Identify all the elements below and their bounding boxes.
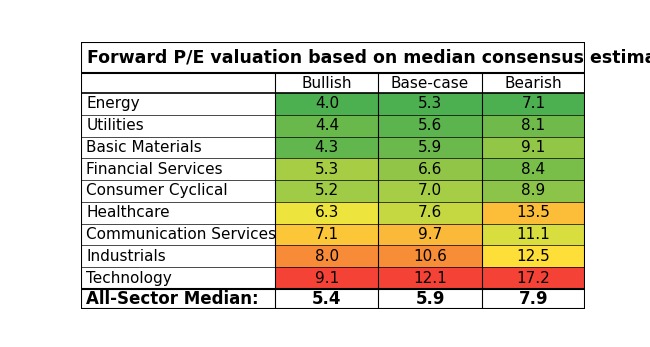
Bar <box>275 289 378 309</box>
Text: 17.2: 17.2 <box>517 271 551 286</box>
Text: 6.3: 6.3 <box>315 205 339 220</box>
Bar <box>482 202 585 224</box>
Text: Bearish: Bearish <box>504 76 562 91</box>
Text: Bullish: Bullish <box>302 76 352 91</box>
Bar <box>81 42 585 73</box>
Text: 5.9: 5.9 <box>415 290 445 308</box>
Bar <box>275 73 378 93</box>
Bar <box>378 267 482 289</box>
Text: 7.9: 7.9 <box>519 290 548 308</box>
Text: 9.1: 9.1 <box>521 140 545 155</box>
Text: 5.6: 5.6 <box>418 118 442 133</box>
Text: 8.9: 8.9 <box>521 184 545 198</box>
Bar <box>378 115 482 136</box>
Text: 4.3: 4.3 <box>315 140 339 155</box>
Bar <box>81 289 275 309</box>
Bar <box>81 267 275 289</box>
Text: 7.6: 7.6 <box>418 205 442 220</box>
Text: 7.1: 7.1 <box>315 227 339 242</box>
Bar <box>482 224 585 245</box>
Bar <box>275 245 378 267</box>
Bar <box>482 136 585 158</box>
Bar <box>275 158 378 180</box>
Bar <box>482 115 585 136</box>
Text: Communication Services: Communication Services <box>86 227 276 242</box>
Bar <box>275 180 378 202</box>
Text: 5.4: 5.4 <box>312 290 342 308</box>
Text: 4.0: 4.0 <box>315 96 339 111</box>
Bar <box>81 158 275 180</box>
Bar <box>275 136 378 158</box>
Text: Forward P/E valuation based on median consensus estimates: Forward P/E valuation based on median co… <box>87 48 650 66</box>
Text: 5.2: 5.2 <box>315 184 339 198</box>
Bar <box>275 224 378 245</box>
Text: 8.1: 8.1 <box>521 118 545 133</box>
Text: 5.9: 5.9 <box>418 140 442 155</box>
Text: Basic Materials: Basic Materials <box>86 140 202 155</box>
Text: 5.3: 5.3 <box>418 96 442 111</box>
Bar <box>378 73 482 93</box>
Text: 12.1: 12.1 <box>413 271 447 286</box>
Text: 7.1: 7.1 <box>521 96 545 111</box>
Bar <box>81 224 275 245</box>
Bar <box>378 93 482 115</box>
Bar <box>275 115 378 136</box>
Text: 8.4: 8.4 <box>521 162 545 177</box>
Bar <box>482 180 585 202</box>
Text: 6.6: 6.6 <box>418 162 442 177</box>
Bar <box>482 93 585 115</box>
Bar <box>482 289 585 309</box>
Bar <box>81 93 275 115</box>
Text: 7.0: 7.0 <box>418 184 442 198</box>
Text: 12.5: 12.5 <box>517 249 551 264</box>
Bar <box>81 202 275 224</box>
Bar <box>482 267 585 289</box>
Text: 10.6: 10.6 <box>413 249 447 264</box>
Bar <box>378 136 482 158</box>
Text: Energy: Energy <box>86 96 140 111</box>
Bar <box>81 136 275 158</box>
Bar <box>275 93 378 115</box>
Bar <box>81 73 275 93</box>
Bar <box>378 158 482 180</box>
Text: Base-case: Base-case <box>391 76 469 91</box>
Bar <box>275 267 378 289</box>
Text: 9.1: 9.1 <box>315 271 339 286</box>
Bar <box>482 245 585 267</box>
Text: 5.3: 5.3 <box>315 162 339 177</box>
Bar <box>378 245 482 267</box>
Bar <box>81 180 275 202</box>
Bar <box>378 289 482 309</box>
Bar <box>482 73 585 93</box>
Text: All-Sector Median:: All-Sector Median: <box>86 290 259 308</box>
Bar <box>378 224 482 245</box>
Text: Consumer Cyclical: Consumer Cyclical <box>86 184 228 198</box>
Text: 4.4: 4.4 <box>315 118 339 133</box>
Text: Technology: Technology <box>86 271 172 286</box>
Text: Healthcare: Healthcare <box>86 205 170 220</box>
Text: Utilities: Utilities <box>86 118 144 133</box>
Text: 11.1: 11.1 <box>517 227 551 242</box>
Text: Industrials: Industrials <box>86 249 166 264</box>
Bar <box>482 158 585 180</box>
Text: 8.0: 8.0 <box>315 249 339 264</box>
Bar <box>81 245 275 267</box>
Text: 13.5: 13.5 <box>517 205 551 220</box>
Text: 9.7: 9.7 <box>418 227 442 242</box>
Bar <box>81 115 275 136</box>
Bar <box>378 180 482 202</box>
Bar <box>275 202 378 224</box>
Bar <box>378 202 482 224</box>
Text: Financial Services: Financial Services <box>86 162 223 177</box>
